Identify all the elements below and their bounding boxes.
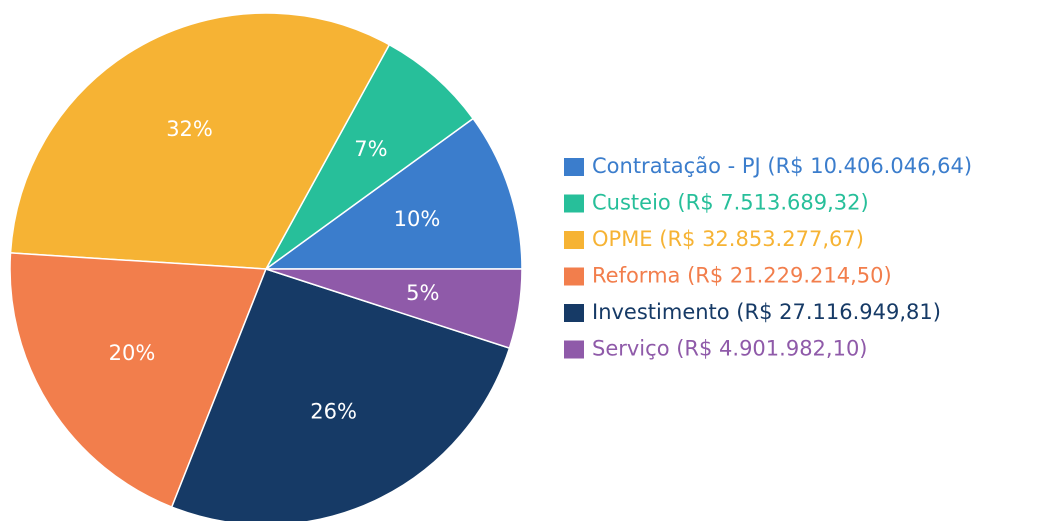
slice-label: 5% [406, 281, 439, 305]
pie-slice [263, 117, 523, 270]
legend-swatch [564, 194, 584, 213]
pie-slice [265, 268, 523, 350]
legend-label: OPME (R$ 32.853.277,67) [592, 227, 864, 251]
pie-slice [170, 268, 511, 521]
legend-label: Serviço (R$ 4.901.982,10) [592, 337, 868, 361]
legend-label: Custeio (R$ 7.513.689,32) [592, 191, 869, 215]
legend-label: Contratação - PJ (R$ 10.406.046,64) [592, 154, 972, 178]
slice-label: 32% [166, 117, 213, 141]
legend-swatch [564, 231, 584, 249]
legend-label: Investimento (R$ 27.116.949,81) [592, 300, 941, 324]
slice-label: 20% [109, 341, 156, 365]
legend-swatch [564, 304, 584, 322]
slice-label: 7% [354, 137, 387, 161]
pie-slice [9, 12, 391, 270]
slice-label: 10% [394, 207, 441, 231]
slice-label: 26% [310, 400, 357, 424]
pie-slice [265, 43, 475, 270]
pie-slice [9, 252, 268, 508]
legend-swatch [564, 267, 584, 286]
legend-label: Reforma (R$ 21.229.214,50) [592, 264, 892, 288]
legend-swatch [564, 158, 584, 176]
legend-swatch [564, 340, 584, 359]
